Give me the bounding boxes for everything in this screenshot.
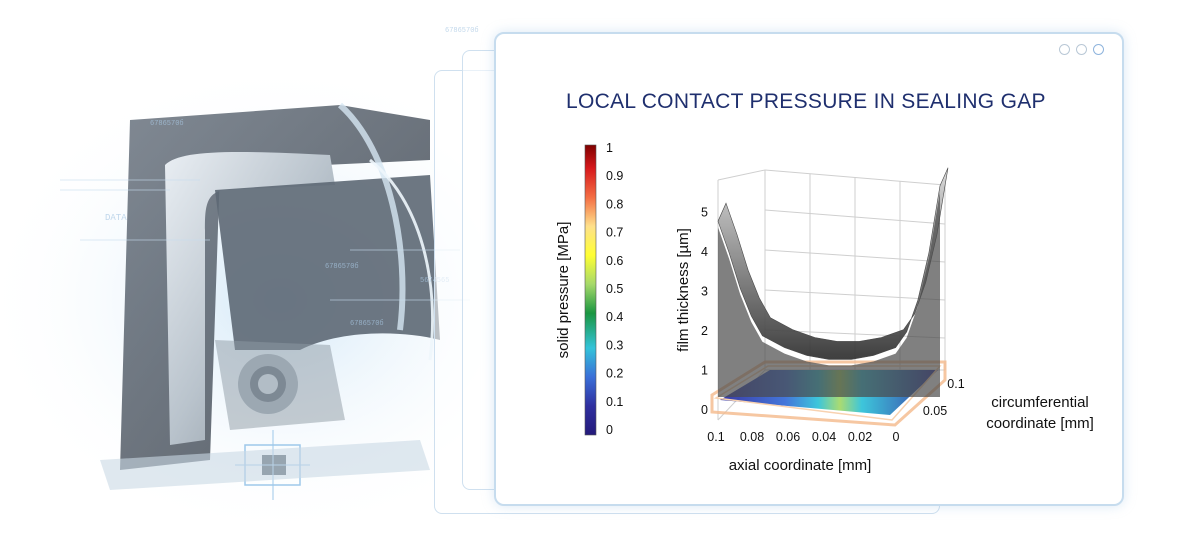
x-axis-ticks: 0.1 0.08 0.06 0.04 0.02 0 [707, 430, 899, 444]
y-tick-label: 0.1 [947, 377, 964, 391]
chart-window [494, 32, 1124, 506]
window-control-minimize[interactable] [1059, 44, 1070, 55]
y-axis-label-line1: circumferential [991, 394, 1089, 411]
x-tick-label: 0.04 [812, 430, 836, 444]
z-tick-label: 1 [701, 364, 708, 378]
colorbar-tick-label: 0.3 [606, 338, 623, 352]
window-control-close[interactable] [1093, 44, 1104, 55]
colorbar-tick-label: 0.4 [606, 310, 623, 324]
colorbar-tick-label: 0.5 [606, 282, 623, 296]
z-tick-label: 2 [701, 324, 708, 338]
colorbar-tick-label: 0.8 [606, 197, 623, 211]
svg-text:6786570б: 6786570б [325, 262, 359, 271]
z-tick-label: 0 [701, 403, 708, 417]
y-axis-label-line2: coordinate [mm] [986, 415, 1094, 432]
colorbar-tick-label: 1 [606, 141, 613, 155]
x-tick-label: 0 [893, 430, 900, 444]
svg-text:DATA: DATA [105, 213, 127, 223]
svg-text:6786570б: 6786570б [350, 319, 384, 328]
z-tick-label: 4 [701, 245, 708, 259]
colorbar-tick-label: 0 [606, 423, 613, 437]
x-tick-label: 0.1 [707, 430, 724, 444]
z-tick-label: 5 [701, 206, 708, 220]
x-tick-label: 0.08 [740, 430, 764, 444]
y-tick-label: 0.05 [923, 404, 947, 418]
colorbar-tick-label: 0.6 [606, 254, 623, 268]
z-axis-ticks: 0 1 2 3 4 5 [701, 206, 708, 418]
z-tick-label: 3 [701, 285, 708, 299]
colorbar [584, 144, 597, 436]
colorbar-label: solid pressure [MPa] [555, 222, 572, 359]
colorbar-tick-label: 0.9 [606, 169, 623, 183]
z-axis-label: film thickness [µm] [675, 228, 692, 352]
film-thickness-surface-front [718, 191, 940, 397]
film-thickness-surface [717, 167, 949, 360]
colorbar-tick-label: 0.1 [606, 395, 623, 409]
window-control-maximize[interactable] [1076, 44, 1087, 55]
y-axis-ticks: 0.050.1 [923, 377, 965, 418]
colorbar-tick-label: 0.7 [606, 226, 623, 240]
chart-title: LOCAL CONTACT PRESSURE IN SEALING GAP [566, 90, 1046, 113]
colorbar-ticks: 1 0.9 0.8 0.7 0.6 0.5 0.4 0.3 0.2 0.1 0 [606, 141, 623, 437]
x-tick-label: 0.02 [848, 430, 872, 444]
deco-code-1: 6786570б [445, 26, 479, 35]
svg-text:6786570б: 6786570б [150, 119, 184, 128]
colorbar-tick-label: 0.2 [606, 367, 623, 381]
x-tick-label: 0.06 [776, 430, 800, 444]
seal-lip [165, 152, 335, 445]
x-axis-label: axial coordinate [mm] [729, 457, 872, 474]
